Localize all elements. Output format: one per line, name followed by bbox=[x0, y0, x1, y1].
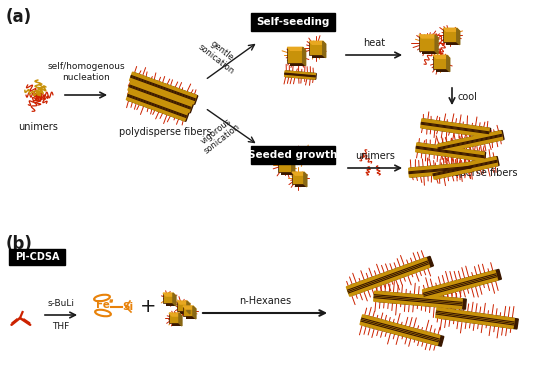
Polygon shape bbox=[285, 71, 316, 79]
FancyBboxPatch shape bbox=[302, 152, 314, 164]
Polygon shape bbox=[311, 149, 314, 164]
Text: n-Hexanes: n-Hexanes bbox=[239, 296, 291, 306]
Polygon shape bbox=[409, 163, 471, 177]
Polygon shape bbox=[378, 291, 466, 309]
Polygon shape bbox=[323, 41, 326, 58]
Text: Seeded growth: Seeded growth bbox=[248, 150, 338, 160]
Polygon shape bbox=[443, 28, 460, 31]
FancyBboxPatch shape bbox=[287, 47, 303, 63]
FancyBboxPatch shape bbox=[177, 301, 187, 311]
Text: unimers: unimers bbox=[355, 151, 395, 161]
Text: gentle
sonication: gentle sonication bbox=[196, 34, 242, 76]
FancyBboxPatch shape bbox=[290, 50, 306, 66]
Polygon shape bbox=[417, 143, 486, 161]
Polygon shape bbox=[129, 72, 196, 104]
Text: (b): (b) bbox=[6, 235, 33, 253]
Polygon shape bbox=[433, 55, 450, 58]
Polygon shape bbox=[410, 163, 472, 177]
Text: vigorous
sonication: vigorous sonication bbox=[196, 114, 242, 156]
FancyBboxPatch shape bbox=[436, 58, 450, 72]
FancyBboxPatch shape bbox=[419, 35, 435, 51]
Polygon shape bbox=[422, 119, 491, 137]
Polygon shape bbox=[183, 306, 196, 309]
FancyBboxPatch shape bbox=[183, 306, 193, 316]
FancyBboxPatch shape bbox=[180, 304, 190, 314]
Polygon shape bbox=[292, 172, 307, 175]
Polygon shape bbox=[435, 35, 438, 54]
FancyBboxPatch shape bbox=[163, 293, 173, 303]
FancyBboxPatch shape bbox=[172, 316, 182, 326]
Polygon shape bbox=[129, 82, 194, 113]
Polygon shape bbox=[360, 315, 440, 345]
FancyBboxPatch shape bbox=[299, 149, 311, 161]
FancyBboxPatch shape bbox=[312, 44, 326, 58]
Polygon shape bbox=[292, 158, 295, 175]
Polygon shape bbox=[302, 47, 306, 66]
Text: unimers: unimers bbox=[18, 122, 58, 132]
Polygon shape bbox=[128, 82, 192, 112]
FancyBboxPatch shape bbox=[292, 172, 304, 184]
FancyBboxPatch shape bbox=[166, 296, 176, 306]
Polygon shape bbox=[436, 308, 514, 328]
FancyBboxPatch shape bbox=[433, 55, 447, 69]
Polygon shape bbox=[169, 313, 182, 316]
Polygon shape bbox=[287, 47, 306, 50]
Polygon shape bbox=[439, 308, 518, 329]
FancyBboxPatch shape bbox=[281, 161, 295, 175]
Polygon shape bbox=[299, 149, 314, 152]
Polygon shape bbox=[421, 119, 490, 137]
Text: +: + bbox=[140, 297, 156, 315]
FancyBboxPatch shape bbox=[186, 309, 196, 319]
Polygon shape bbox=[447, 55, 450, 72]
Polygon shape bbox=[131, 73, 198, 104]
Polygon shape bbox=[438, 130, 504, 153]
FancyBboxPatch shape bbox=[278, 158, 292, 172]
Polygon shape bbox=[346, 258, 430, 296]
Polygon shape bbox=[433, 156, 499, 179]
Text: Self-seeding: Self-seeding bbox=[256, 17, 329, 27]
Text: PI-CDSA: PI-CDSA bbox=[15, 252, 59, 262]
FancyBboxPatch shape bbox=[443, 28, 456, 42]
Polygon shape bbox=[374, 291, 462, 309]
Polygon shape bbox=[278, 158, 295, 161]
FancyBboxPatch shape bbox=[422, 38, 438, 54]
Polygon shape bbox=[177, 301, 190, 304]
Polygon shape bbox=[163, 293, 176, 296]
Polygon shape bbox=[426, 269, 502, 298]
Polygon shape bbox=[422, 270, 498, 300]
FancyBboxPatch shape bbox=[446, 31, 460, 45]
Text: monodisperse fibers: monodisperse fibers bbox=[418, 168, 518, 178]
Polygon shape bbox=[432, 157, 498, 179]
Polygon shape bbox=[193, 306, 196, 319]
Polygon shape bbox=[419, 35, 438, 38]
FancyBboxPatch shape bbox=[295, 175, 307, 187]
FancyBboxPatch shape bbox=[9, 249, 65, 265]
Text: THF: THF bbox=[52, 322, 70, 331]
Polygon shape bbox=[304, 172, 307, 187]
Text: self/homogenous
nucleation: self/homogenous nucleation bbox=[47, 62, 125, 82]
Polygon shape bbox=[364, 316, 444, 346]
Polygon shape bbox=[284, 71, 315, 79]
Polygon shape bbox=[187, 301, 190, 314]
Polygon shape bbox=[437, 131, 503, 153]
Polygon shape bbox=[173, 293, 176, 306]
Polygon shape bbox=[416, 143, 485, 161]
Polygon shape bbox=[126, 91, 188, 121]
Polygon shape bbox=[309, 41, 326, 44]
Text: Si: Si bbox=[122, 302, 133, 312]
Polygon shape bbox=[128, 92, 189, 121]
Polygon shape bbox=[179, 313, 182, 326]
FancyBboxPatch shape bbox=[251, 146, 335, 164]
Text: cool: cool bbox=[458, 92, 478, 102]
Text: Fe: Fe bbox=[96, 300, 110, 310]
Text: s-BuLi: s-BuLi bbox=[47, 299, 74, 308]
Polygon shape bbox=[350, 256, 433, 295]
Text: polydisperse fibers: polydisperse fibers bbox=[119, 127, 211, 137]
FancyBboxPatch shape bbox=[169, 313, 179, 323]
Polygon shape bbox=[456, 28, 460, 45]
FancyBboxPatch shape bbox=[251, 13, 335, 31]
FancyBboxPatch shape bbox=[309, 41, 323, 55]
Text: heat: heat bbox=[363, 38, 385, 48]
Text: (a): (a) bbox=[6, 8, 32, 26]
